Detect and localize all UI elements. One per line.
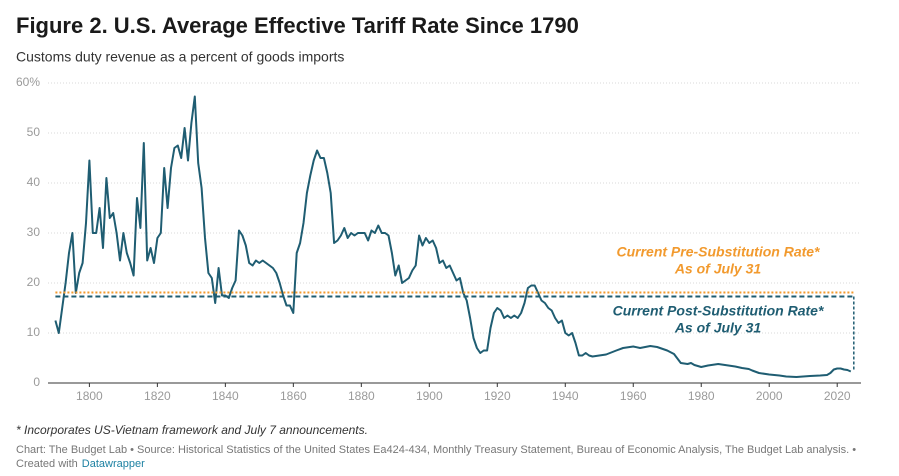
x-tick-label: 1840 [212,389,239,403]
x-tick-label: 2000 [756,389,783,403]
source: Chart: The Budget Lab • Source: Historic… [16,444,856,456]
y-tick-label: 40 [27,175,41,189]
reference-label: As of July 31 [674,320,762,336]
data-line [54,95,852,378]
x-tick-label: 1860 [280,389,307,403]
x-tick-label: 1940 [552,389,579,403]
x-tick-label: 2020 [824,389,851,403]
credit-text: Created with [16,458,78,470]
reference-label: Current Pre-Substitution Rate* [616,244,820,260]
y-tick-label: 60% [16,75,40,89]
x-tick-label: 1880 [348,389,375,403]
x-tick-label: 1900 [416,389,443,403]
chart-subtitle: Customs duty revenue as a percent of goo… [16,49,344,65]
x-tick-label: 1800 [76,389,103,403]
y-tick-label: 0 [33,375,40,389]
y-tick-label: 20 [27,275,41,289]
x-tick-label: 1980 [688,389,715,403]
reference-label: As of July 31 [674,261,762,277]
chart-title: Figure 2. U.S. Average Effective Tariff … [16,13,579,38]
y-tick-label: 50 [27,125,41,139]
x-tick-label: 1820 [144,389,171,403]
reference-label: Current Post-Substitution Rate* [613,303,824,319]
footnote: * Incorporates US-Vietnam framework and … [16,423,368,437]
x-tick-label: 1920 [484,389,511,403]
x-tick-label: 1960 [620,389,647,403]
y-tick-label: 30 [27,225,41,239]
credit-link[interactable]: Datawrapper [82,458,145,470]
credit: Created with Datawrapper [16,458,145,470]
y-tick-label: 10 [27,325,41,339]
